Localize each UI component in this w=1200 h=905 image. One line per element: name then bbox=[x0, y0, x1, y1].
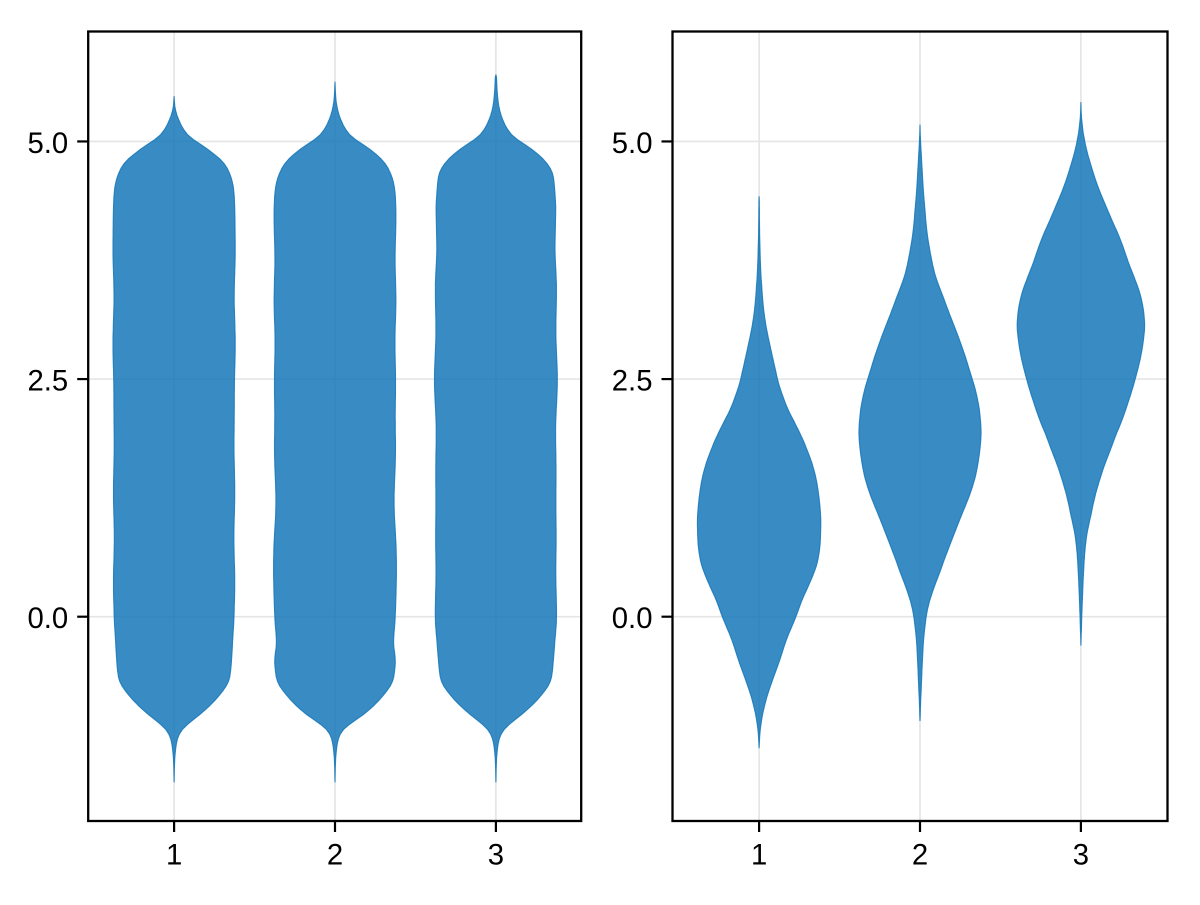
violin-body-left-2 bbox=[273, 81, 397, 783]
x-tick-label: 2 bbox=[912, 839, 928, 872]
x-tick-label: 1 bbox=[166, 839, 182, 872]
x-tick-label: 1 bbox=[751, 839, 767, 872]
y-tick-label: 5.0 bbox=[612, 127, 653, 160]
x-tick-label: 2 bbox=[327, 839, 343, 872]
x-tick-label: 3 bbox=[1073, 839, 1089, 872]
y-tick-label: 0.0 bbox=[612, 602, 653, 635]
violin-body-right-3 bbox=[1016, 101, 1146, 646]
panel-right: 0.0 2.5 5.0 1 2 3 bbox=[612, 30, 1169, 872]
y-tick-label: 5.0 bbox=[27, 127, 68, 160]
y-tick-label: 0.0 bbox=[27, 602, 68, 635]
violin-body-left-3 bbox=[433, 74, 558, 783]
violin-body-right-2 bbox=[858, 124, 982, 722]
y-tick-label: 2.5 bbox=[612, 364, 653, 397]
y-tick-label: 2.5 bbox=[27, 364, 68, 397]
violin-body-left-1 bbox=[112, 95, 236, 783]
x-tick-label: 3 bbox=[488, 839, 504, 872]
violin-body-right-1 bbox=[696, 196, 822, 749]
panel-left: 0.0 2.5 5.0 1 2 3 bbox=[27, 30, 583, 872]
